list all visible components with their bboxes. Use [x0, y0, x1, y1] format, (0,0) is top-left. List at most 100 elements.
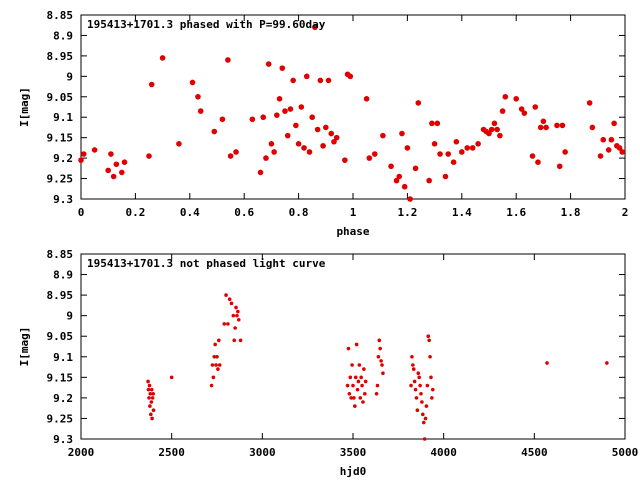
data-point: [105, 167, 111, 174]
data-point: [320, 143, 326, 149]
y-tick-label: 9.25: [47, 412, 74, 425]
data-point: [301, 145, 307, 151]
y-tick-label: 8.95: [47, 289, 74, 302]
data-point: [328, 130, 335, 137]
data-point: [417, 375, 421, 380]
x-tick-label: 3000: [249, 446, 276, 459]
data-point: [502, 93, 509, 100]
data-point: [497, 132, 503, 139]
data-point: [352, 396, 356, 400]
x-tick-label: 0: [78, 206, 85, 219]
data-point: [413, 387, 418, 392]
data-point: [424, 404, 429, 408]
data-point: [422, 437, 427, 441]
data-point: [279, 65, 286, 71]
data-point: [374, 391, 379, 396]
data-point: [306, 149, 313, 155]
data-point: [217, 338, 221, 343]
data-point: [159, 55, 166, 61]
data-point: [430, 396, 434, 400]
data-point: [229, 301, 234, 306]
data-point: [371, 151, 378, 157]
data-point: [453, 138, 460, 145]
data-point: [412, 165, 419, 172]
data-point: [211, 128, 218, 135]
data-point: [556, 163, 563, 170]
data-point: [429, 120, 435, 127]
data-point: [379, 359, 383, 363]
data-point: [211, 375, 216, 380]
data-point: [416, 371, 421, 376]
data-point: [78, 157, 84, 163]
data-point: [381, 371, 385, 376]
data-point: [419, 391, 423, 396]
y-tick-label: 9.2: [53, 152, 73, 165]
data-point: [359, 375, 363, 380]
data-point: [354, 342, 359, 347]
data-point: [295, 141, 302, 147]
chart-title: 195413+1701.3 phased with P=99.60day: [87, 18, 326, 31]
data-point: [619, 149, 626, 155]
data-point: [236, 317, 241, 322]
data-point: [345, 383, 350, 388]
data-point: [427, 338, 431, 343]
data-point: [146, 379, 150, 384]
data-point: [347, 391, 352, 396]
data-point: [401, 183, 408, 190]
data-point: [271, 149, 277, 155]
data-point: [431, 141, 438, 147]
data-point: [415, 100, 422, 106]
data-point: [222, 322, 227, 326]
data-point: [227, 297, 232, 302]
data-point: [249, 116, 256, 123]
data-point: [363, 96, 370, 102]
data-point: [309, 114, 316, 121]
data-point: [586, 100, 593, 106]
y-axis-label: I[mag]: [18, 87, 31, 127]
y-tick-label: 9.3: [53, 433, 73, 446]
data-point: [350, 363, 354, 367]
data-point: [197, 108, 204, 114]
data-point: [216, 367, 220, 371]
data-point: [150, 396, 155, 400]
data-point: [265, 61, 272, 67]
data-point: [396, 173, 403, 180]
data-point: [80, 151, 87, 157]
data-point: [421, 412, 425, 417]
data-point: [209, 383, 214, 388]
data-point: [312, 24, 318, 31]
data-point: [411, 367, 416, 371]
data-point: [559, 122, 566, 129]
data-point: [348, 375, 353, 380]
x-tick-label: 5000: [612, 446, 639, 459]
data-point: [234, 305, 238, 310]
data-point: [363, 379, 368, 384]
chart-title: 195413+1701.3 not phased light curve: [87, 257, 326, 270]
data-point: [429, 375, 433, 380]
data-point: [274, 112, 280, 118]
data-point: [149, 412, 153, 417]
data-point: [356, 379, 361, 384]
x-tick-label: 4500: [521, 446, 548, 459]
data-point: [426, 177, 432, 184]
data-point: [219, 116, 226, 123]
data-point: [227, 153, 234, 159]
y-tick-label: 9.15: [47, 132, 74, 145]
x-tick-label: 3500: [340, 446, 367, 459]
y-tick-label: 9.05: [47, 330, 74, 343]
data-point: [430, 387, 435, 392]
data-point: [317, 77, 324, 84]
data-point: [148, 391, 153, 396]
data-points: [78, 24, 626, 202]
data-point: [303, 73, 310, 80]
y-tick-label: 9: [66, 70, 73, 83]
data-point: [282, 108, 288, 114]
data-point: [257, 169, 264, 176]
data-point: [214, 363, 218, 367]
data-point: [540, 118, 547, 125]
y-tick-label: 9.1: [53, 111, 73, 124]
data-point: [355, 387, 360, 392]
data-point: [491, 120, 498, 127]
data-point: [113, 161, 120, 168]
y-tick-label: 9.15: [47, 371, 74, 384]
